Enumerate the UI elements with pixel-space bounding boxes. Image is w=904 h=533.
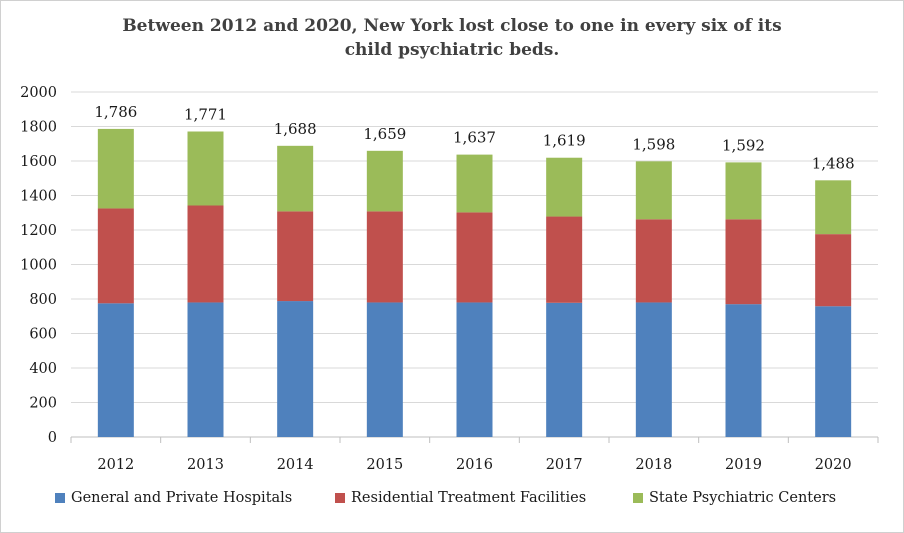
bar-segment — [277, 301, 314, 437]
y-tick-label: 2000 — [20, 85, 57, 101]
bar-total-label: 1,688 — [274, 120, 317, 138]
y-tick-label: 1600 — [20, 154, 57, 170]
bar-segment — [456, 154, 493, 213]
bar-segment — [97, 128, 134, 209]
x-tick-label: 2017 — [546, 457, 583, 473]
bar-segment — [725, 162, 762, 220]
y-tick-label: 0 — [48, 430, 57, 446]
bar-total-label: 1,619 — [543, 132, 586, 150]
x-tick-label: 2018 — [635, 457, 672, 473]
y-axis: 0 200 400 600 800 1000 1200 1400 1600 1800 2000 — [20, 85, 57, 446]
legend-swatch — [335, 493, 345, 503]
bar-segment — [815, 180, 852, 235]
x-tick-label: 2019 — [725, 457, 762, 473]
y-tick-label: 600 — [29, 327, 57, 343]
x-tick-label: 2020 — [815, 457, 852, 473]
bar-total-label: 1,786 — [94, 103, 137, 121]
bar-total-label: 1,488 — [812, 154, 855, 172]
x-tick-label: 2014 — [277, 457, 314, 473]
y-tick-label: 1000 — [20, 258, 57, 274]
legend-swatch — [633, 493, 643, 503]
bar-total-label: 1,659 — [363, 125, 406, 143]
y-tick-label: 200 — [29, 396, 57, 412]
y-tick-label: 1800 — [20, 120, 57, 136]
bars — [97, 128, 852, 437]
bar-segment — [815, 306, 852, 437]
x-tick-label: 2012 — [97, 457, 134, 473]
bar-segment — [635, 161, 672, 220]
bar-segment — [97, 303, 134, 437]
bar-segment — [97, 208, 134, 304]
x-tick-label: 2016 — [456, 457, 493, 473]
total-labels: 1,786 1,771 1,688 1,659 1,637 1,619 1,598 1,592… — [94, 103, 854, 172]
bar-segment — [187, 205, 224, 303]
bar-segment — [456, 212, 493, 303]
bar-segment — [546, 302, 583, 437]
y-tick-label: 400 — [29, 361, 57, 377]
bar-total-label: 1,592 — [722, 136, 765, 154]
legend-swatch — [55, 493, 65, 503]
bar-segment — [456, 302, 493, 437]
chart-title: Between 2012 and 2020, New York lost clo… — [0, 14, 904, 62]
chart-title-line-2: child psychiatric beds. — [344, 40, 560, 60]
bar-segment — [366, 150, 403, 212]
bar-segment — [187, 131, 224, 206]
bar-segment — [725, 219, 762, 305]
legend-label: General and Private Hospitals — [71, 490, 292, 506]
chart-title-line-1: Between 2012 and 2020, New York lost clo… — [122, 16, 782, 36]
legend-label: Residential Treatment Facilities — [351, 490, 586, 506]
bar-segment — [277, 211, 314, 302]
bar-segment — [725, 304, 762, 437]
bar-total-label: 1,637 — [453, 129, 496, 147]
y-tick-label: 1400 — [20, 189, 57, 205]
bar-segment — [277, 145, 314, 212]
x-tick-label: 2015 — [366, 457, 403, 473]
bar-segment — [546, 157, 583, 217]
x-axis: 2012 2013 2014 2015 2016 2017 2018 2019 2020 — [70, 437, 879, 473]
bar-segment — [635, 219, 672, 303]
bar-segment — [546, 216, 583, 303]
bar-total-label: 1,771 — [184, 106, 227, 124]
bar-segment — [815, 234, 852, 307]
bar-segment — [366, 211, 403, 303]
bar-segment — [366, 302, 403, 437]
y-tick-label: 800 — [29, 292, 57, 308]
bar-segment — [635, 302, 672, 437]
bar-segment — [187, 302, 224, 437]
legend-label: State Psychiatric Centers — [649, 490, 836, 506]
legend: General and Private Hospitals Residential… — [55, 490, 836, 506]
y-tick-label: 1200 — [20, 223, 57, 239]
x-tick-label: 2013 — [187, 457, 224, 473]
bar-total-label: 1,598 — [632, 135, 675, 153]
